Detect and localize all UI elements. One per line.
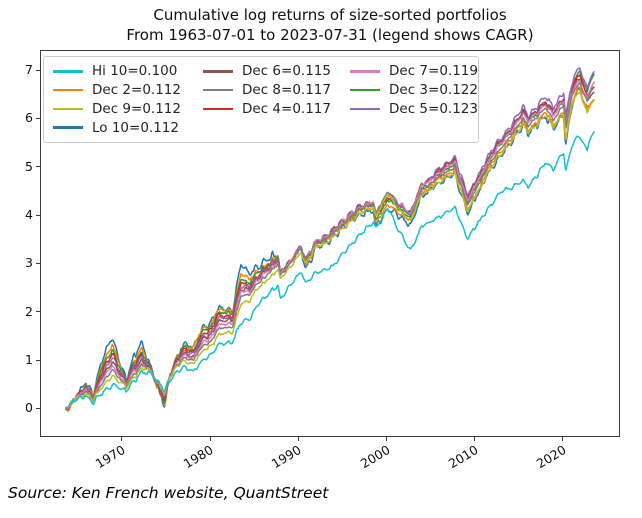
chart-title: Cumulative log returns of size-sorted po…	[40, 6, 620, 45]
legend-item-dec3: Dec 3=0.122	[347, 81, 478, 100]
y-tick-label: 1	[25, 352, 33, 367]
y-tick-mark	[36, 359, 40, 361]
legend-line-swatch	[203, 107, 233, 111]
y-tick-label: 7	[25, 62, 33, 77]
legend-line-swatch	[53, 126, 83, 130]
y-tick-label: 4	[25, 207, 33, 222]
legend-line-swatch	[203, 88, 233, 92]
legend-item-dec7: Dec 7=0.119	[347, 62, 478, 81]
y-tick-label: 2	[25, 303, 33, 319]
y-tick-label: 6	[25, 110, 33, 126]
y-tick-label: 0	[25, 400, 33, 416]
y-tick-mark	[36, 166, 40, 168]
source-note: Source: Ken French website, QuantStreet	[8, 484, 329, 502]
legend-column: Hi 10=0.100 Dec 2=0.112 Dec 9=0.112 Lo 10=0…	[50, 62, 200, 137]
legend-label: Dec 5=0.123	[389, 100, 478, 117]
legend-label: Dec 7=0.119	[389, 63, 478, 80]
legend-line-swatch	[53, 107, 83, 111]
legend-label: Hi 10=0.100	[92, 63, 178, 80]
x-tick-mark	[562, 437, 564, 441]
legend-item-dec6: Dec 6=0.115	[200, 62, 347, 81]
legend-line-swatch	[350, 107, 380, 111]
chart-title-line2: From 1963-07-01 to 2023-07-31 (legend sh…	[126, 25, 534, 44]
series-line-hi10	[65, 130, 596, 409]
legend-label: Dec 2=0.112	[92, 82, 181, 99]
legend: Hi 10=0.100 Dec 2=0.112 Dec 9=0.112 Lo 10=0…	[43, 56, 479, 144]
series-plot	[64, 67, 596, 412]
legend-line-swatch	[203, 70, 233, 73]
legend-line-swatch	[350, 88, 380, 92]
x-tick-mark	[386, 437, 387, 441]
legend-label: Lo 10=0.112	[92, 119, 179, 136]
legend-column: Dec 6=0.115 Dec 8=0.117 Dec 4=0.117	[200, 62, 347, 137]
legend-item-dec4: Dec 4=0.117	[200, 100, 347, 119]
y-tick-label: 5	[25, 158, 33, 174]
legend-column: Dec 7=0.119 Dec 3=0.122 Dec 5=0.123	[347, 62, 478, 137]
legend-item-dec5: Dec 5=0.123	[347, 100, 478, 119]
x-tick-label: 1990	[268, 442, 304, 472]
y-tick-mark	[36, 311, 40, 313]
legend-item-hi10: Hi 10=0.100	[50, 62, 200, 81]
legend-label: Dec 6=0.115	[242, 63, 331, 80]
x-tick-label: 2010	[445, 442, 481, 472]
x-tick-mark	[121, 437, 123, 441]
legend-label: Dec 9=0.112	[92, 100, 181, 117]
legend-item-dec2: Dec 2=0.112	[50, 81, 200, 100]
x-tick-label: 1980	[180, 442, 216, 472]
y-tick-mark	[36, 262, 40, 264]
y-tick-label: 3	[25, 255, 33, 271]
y-tick-mark	[36, 117, 40, 119]
x-tick-label: 2000	[357, 442, 393, 472]
x-tick-mark	[474, 437, 476, 441]
legend-line-swatch	[350, 70, 380, 73]
y-tick-mark	[36, 69, 40, 71]
legend-label: Dec 3=0.122	[389, 82, 478, 99]
legend-label: Dec 4=0.117	[242, 100, 331, 117]
x-tick-mark	[297, 437, 299, 441]
legend-line-swatch	[53, 88, 83, 92]
x-tick-mark	[209, 437, 211, 441]
y-tick-mark	[36, 407, 40, 409]
x-tick-label: 1970	[92, 442, 128, 472]
legend-line-swatch	[53, 70, 83, 73]
legend-item-dec9: Dec 9=0.112	[50, 100, 200, 119]
x-tick-label: 2020	[533, 442, 569, 472]
chart-title-line1: Cumulative log returns of size-sorted po…	[153, 6, 507, 24]
y-tick-mark	[36, 214, 40, 216]
legend-label: Dec 8=0.117	[242, 82, 331, 99]
legend-item-dec8: Dec 8=0.117	[200, 81, 347, 100]
legend-item-lo10: Lo 10=0.112	[50, 118, 200, 137]
